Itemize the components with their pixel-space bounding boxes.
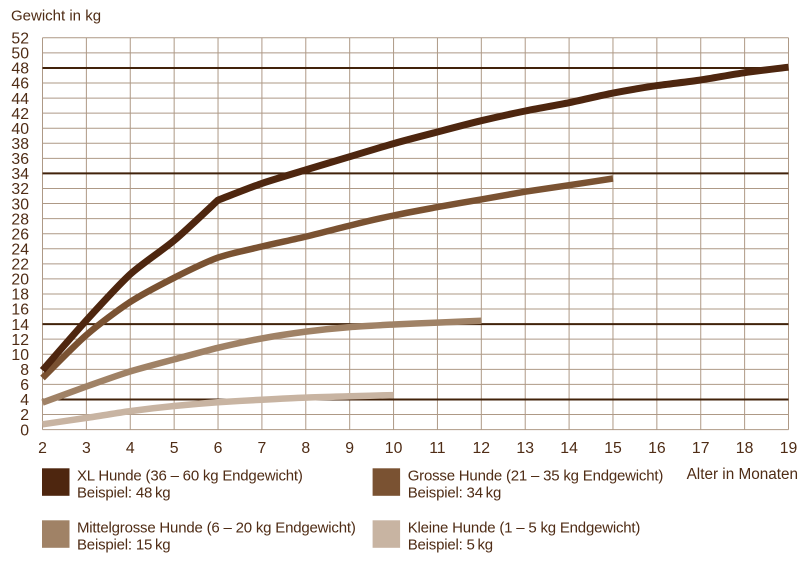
- svg-text:36: 36: [11, 151, 29, 168]
- svg-text:6: 6: [214, 440, 223, 457]
- svg-text:15: 15: [604, 440, 622, 457]
- svg-text:20: 20: [11, 272, 29, 289]
- svg-text:XL Hunde (36 – 60 kg Endgewich: XL Hunde (36 – 60 kg Endgewicht): [77, 467, 303, 484]
- svg-text:12: 12: [11, 332, 29, 349]
- svg-text:2: 2: [38, 440, 47, 457]
- svg-text:11: 11: [429, 440, 446, 457]
- svg-text:32: 32: [11, 181, 29, 198]
- svg-text:5: 5: [170, 440, 179, 457]
- svg-text:Beispiel: 48 kg: Beispiel: 48 kg: [77, 485, 170, 502]
- svg-text:24: 24: [11, 242, 29, 259]
- svg-text:9: 9: [345, 440, 354, 457]
- svg-text:19: 19: [780, 440, 798, 457]
- svg-text:44: 44: [11, 91, 29, 108]
- svg-text:7: 7: [258, 440, 267, 457]
- svg-text:18: 18: [11, 287, 29, 304]
- svg-text:Grosse Hunde (21 – 35 kg Endge: Grosse Hunde (21 – 35 kg Endgewicht): [408, 467, 664, 484]
- svg-text:40: 40: [11, 121, 29, 138]
- svg-text:26: 26: [11, 226, 29, 243]
- svg-text:Alter in Monaten: Alter in Monaten: [687, 466, 798, 483]
- svg-text:17: 17: [692, 440, 710, 457]
- svg-text:8: 8: [20, 362, 29, 379]
- svg-text:16: 16: [11, 302, 29, 319]
- svg-text:12: 12: [473, 440, 491, 457]
- svg-text:Gewicht in kg: Gewicht in kg: [11, 8, 101, 25]
- svg-text:Beispiel: 34 kg: Beispiel: 34 kg: [408, 485, 501, 502]
- svg-text:8: 8: [301, 440, 310, 457]
- svg-text:4: 4: [126, 440, 135, 457]
- svg-text:18: 18: [736, 440, 754, 457]
- svg-text:Mittelgrosse Hunde (6 – 20 kg: Mittelgrosse Hunde (6 – 20 kg Endgewicht…: [77, 519, 356, 536]
- svg-text:4: 4: [20, 392, 29, 409]
- svg-text:10: 10: [385, 440, 403, 457]
- svg-text:Beispiel: 5 kg: Beispiel: 5 kg: [408, 537, 493, 554]
- svg-text:28: 28: [11, 211, 29, 228]
- svg-text:38: 38: [11, 136, 29, 153]
- svg-text:42: 42: [11, 106, 29, 123]
- svg-text:Beispiel: 15 kg: Beispiel: 15 kg: [77, 537, 170, 554]
- svg-text:34: 34: [11, 166, 29, 183]
- svg-text:48: 48: [11, 61, 29, 78]
- svg-text:13: 13: [516, 440, 534, 457]
- svg-text:14: 14: [560, 440, 578, 457]
- svg-text:2: 2: [20, 407, 29, 424]
- svg-text:0: 0: [20, 422, 29, 439]
- svg-text:10: 10: [11, 347, 29, 364]
- svg-text:3: 3: [82, 440, 91, 457]
- svg-text:46: 46: [11, 76, 29, 93]
- svg-text:30: 30: [11, 196, 29, 213]
- svg-text:50: 50: [11, 46, 29, 63]
- svg-text:Kleine Hunde (1 – 5 kg Endgewi: Kleine Hunde (1 – 5 kg Endgewicht): [408, 519, 641, 536]
- svg-text:14: 14: [11, 317, 29, 334]
- svg-text:52: 52: [11, 31, 29, 48]
- svg-text:16: 16: [648, 440, 666, 457]
- svg-text:6: 6: [20, 377, 29, 394]
- svg-text:22: 22: [11, 257, 29, 274]
